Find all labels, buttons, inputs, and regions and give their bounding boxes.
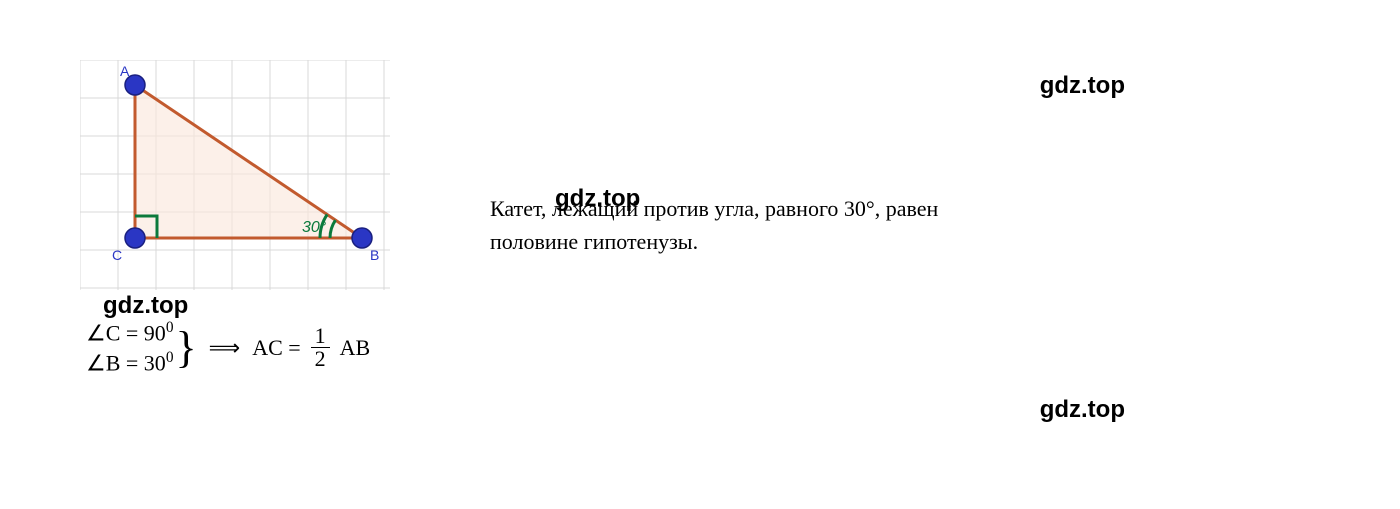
fraction-denominator: 2 [311,348,330,370]
description-line1: Катет, лежащий против угла, равного 30°,… [490,192,938,225]
left-column: 30°ABC ∠C = 900 ∠B = 300 } ⟹ AC = 1 2 AB [80,60,390,378]
svg-text:B: B [370,247,379,263]
svg-text:30°: 30° [302,219,327,236]
eq-left: AC = [252,335,300,361]
watermark-bot: gdz.top [1040,396,1125,424]
svg-text:C: C [112,247,122,263]
description-text: Катет, лежащий против угла, равного 30°,… [490,192,938,258]
fraction: 1 2 [311,325,330,370]
eq-right: AB [340,335,371,361]
description-line2: половине гипотенузы. [490,225,938,258]
math-expression: ∠C = 900 ∠B = 300 } ⟹ AC = 1 2 AB [86,318,390,378]
fraction-numerator: 1 [311,325,330,348]
implies-symbol: ⟹ [209,335,241,361]
angle-c-text: ∠C = 900 [86,318,174,348]
content-container: 30°ABC ∠C = 900 ∠B = 300 } ⟹ AC = 1 2 AB [0,0,1400,398]
angle-b-text: ∠B = 300 [86,348,174,378]
svg-text:A: A [120,63,130,79]
curly-brace: } [176,330,197,365]
triangle-diagram: 30° A B C [80,60,390,290]
